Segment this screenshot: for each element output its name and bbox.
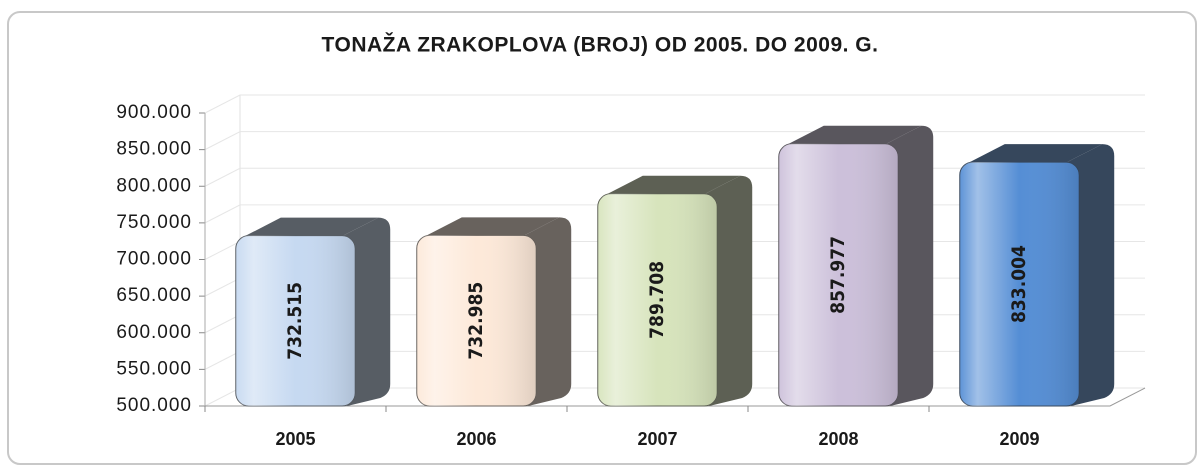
bar-shine xyxy=(778,143,899,406)
grid-line xyxy=(204,94,1145,114)
value-label: 857.977 xyxy=(827,236,849,314)
bar-top xyxy=(426,217,560,236)
y-tick-label: 700.000 xyxy=(116,249,192,270)
bar-shine xyxy=(597,193,718,406)
x-tick-label: 2005 xyxy=(275,429,315,449)
y-tick-label: 600.000 xyxy=(116,322,192,343)
value-label: 789.708 xyxy=(646,261,668,339)
y-tick-label: 900.000 xyxy=(116,102,192,123)
bar-top xyxy=(245,217,379,236)
x-tick-label: 2008 xyxy=(818,429,858,449)
value-label: 833.004 xyxy=(1008,245,1030,323)
bar-shine xyxy=(416,235,537,406)
bar-group: 732.985 xyxy=(416,217,572,407)
y-tick-label: 750.000 xyxy=(116,212,192,233)
y-tick-label: 500.000 xyxy=(116,395,192,416)
bar-group: 789.708 xyxy=(597,175,753,407)
x-tick-label: 2007 xyxy=(637,429,677,449)
value-label: 732.985 xyxy=(465,282,487,360)
bar-group: 857.977 xyxy=(778,125,934,407)
bar-top xyxy=(607,175,741,194)
bar-shine xyxy=(235,235,356,406)
y-tick-label: 850.000 xyxy=(116,139,192,160)
y-tick-label: 550.000 xyxy=(116,358,192,379)
value-label: 732.515 xyxy=(284,282,306,360)
x-tick-label: 2006 xyxy=(456,429,496,449)
bar-group: 833.004 xyxy=(959,144,1115,407)
bar-group: 732.515 xyxy=(235,217,391,407)
chart-title: TONAŽA ZRAKOPLOVA (BROJ) OD 2005. DO 200… xyxy=(322,33,879,57)
y-tick-label: 800.000 xyxy=(116,175,192,196)
bar-top xyxy=(969,144,1103,163)
bar-shine xyxy=(959,162,1080,406)
bar-top xyxy=(788,125,922,144)
x-tick-label: 2009 xyxy=(999,429,1039,449)
y-tick-label: 650.000 xyxy=(116,285,192,306)
